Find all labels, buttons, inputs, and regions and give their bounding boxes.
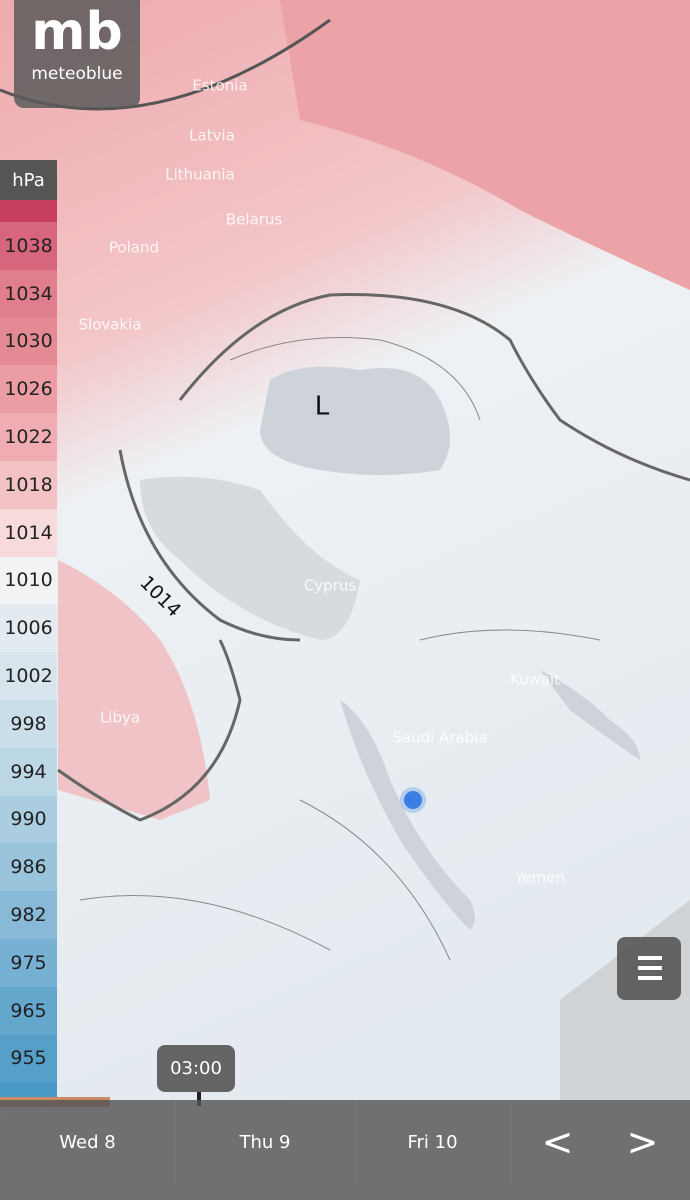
place-label: Slovakia [79,316,142,334]
legend-entry: 1014 [0,508,57,557]
legend-entry: 1018 [0,461,57,509]
legend-entry: 1026 [0,365,57,414]
time-bubble: 03:00 [157,1045,235,1092]
red-sea [340,700,475,930]
legend-entry: 1034 [0,269,57,318]
legend-entry: 982 [0,891,57,939]
warm-zone [58,560,210,820]
legend-entry: 986 [0,843,57,892]
contour [79,337,601,961]
place-labels: Estonia Latvia Lithuania Belarus Poland Slova… [79,77,565,887]
prev-button[interactable]: < [541,1120,574,1164]
legend-entry: 1030 [0,317,57,366]
legend-entry: 1022 [0,413,57,461]
day-tab[interactable]: Fri 10 [355,1100,511,1184]
place-label: Belarus [226,211,283,229]
legend-entry: 1006 [0,604,57,653]
legend-swatch [0,1082,57,1097]
isobar [118,449,301,642]
legend-entry: 1002 [0,652,57,700]
low-label: L [315,392,330,422]
logo-name: meteoblue [31,64,123,84]
place-label: Estonia [192,77,247,95]
place-label: Kuwait [510,671,560,689]
place-label: Poland [109,239,159,257]
isobar [57,639,242,822]
menu-button[interactable] [617,937,681,1000]
legend-entry: 990 [0,795,57,844]
place-label: Latvia [189,127,235,145]
day-tab[interactable]: Wed 8 [0,1100,176,1184]
legend-entry: 975 [0,939,57,987]
place-label: Lithuania [165,166,234,184]
legend-entry: 955 [0,1034,57,1083]
mediterranean [140,476,360,640]
legend-entry: 1038 [0,222,57,270]
next-button[interactable]: > [626,1120,659,1164]
place-label: Saudi Arabia [392,729,487,747]
gulf [540,670,640,760]
timeline-bar: Wed 8 Thu 9 Fri 10 < > [0,1100,690,1200]
isobar [178,293,690,482]
black-sea [260,366,450,475]
legend-entry: 994 [0,747,57,796]
high-zone [280,0,690,290]
place-label: Yemen [514,869,565,887]
logo-mark: mb [31,2,123,62]
legend-entry: 998 [0,700,57,748]
time-pointer [197,1092,201,1106]
place-label: Libya [100,709,140,727]
legend-entry: 965 [0,986,57,1035]
legend-swatch [0,200,57,222]
place-label: Cyprus [304,577,357,595]
legend-entry: 1010 [0,556,57,605]
location-dot [404,791,422,809]
legend-unit: hPa [0,160,57,200]
logo[interactable]: mb meteoblue [14,0,140,108]
day-tab[interactable]: Thu 9 [175,1100,356,1184]
